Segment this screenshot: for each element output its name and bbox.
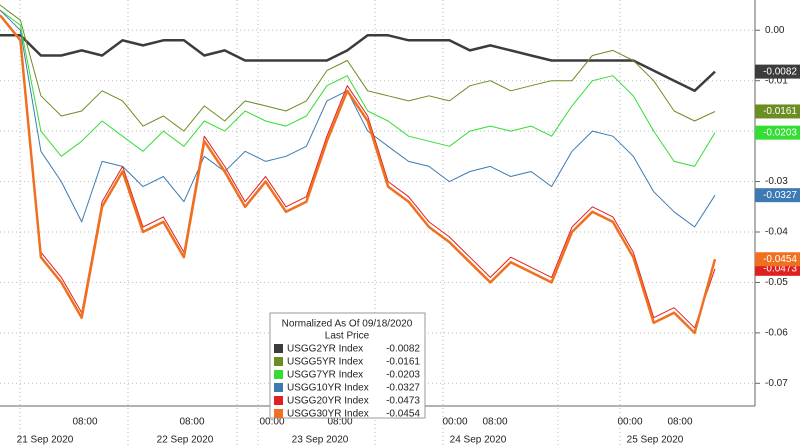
y-tick-label: -0.01 — [765, 75, 788, 86]
x-time-label: 00:00 — [442, 417, 467, 428]
x-date-label: 24 Sep 2020 — [450, 435, 507, 446]
last-price-tag — [755, 104, 800, 119]
legend-swatch — [274, 344, 283, 353]
x-time-label: 00:00 — [617, 417, 642, 428]
x-time-label: 00:00 — [259, 417, 284, 428]
y-tick-label: -0.05 — [765, 277, 788, 288]
last-price-tag — [755, 125, 800, 140]
last-price-tag-label: -0.0454 — [763, 254, 797, 265]
y-tick-label: -0.03 — [765, 176, 788, 187]
series-line — [0, 14, 717, 335]
last-price-tag-label: -0.0203 — [763, 127, 797, 138]
last-price-tag-label: -0.0161 — [763, 106, 797, 117]
last-price-tag — [755, 188, 800, 203]
series-line — [0, 9, 716, 167]
legend-label: USGG30YR Index — [287, 409, 369, 420]
series-line — [0, 34, 716, 93]
legend-title: Normalized As Of 09/18/2020 — [282, 319, 413, 330]
legend-label: USGG10YR Index — [287, 383, 369, 394]
legend-subtitle: Last Price — [325, 331, 370, 342]
x-date-label: 22 Sep 2020 — [157, 435, 214, 446]
last-price-tag-label: -0.0082 — [763, 66, 797, 77]
series-line — [0, 9, 716, 228]
series-line — [0, 14, 716, 329]
legend-value: -0.0161 — [386, 357, 420, 368]
legend-label: USGG7YR Index — [287, 370, 363, 381]
legend-value: -0.0082 — [386, 344, 420, 355]
legend-swatch — [274, 370, 283, 379]
x-time-label: 08:00 — [327, 417, 352, 428]
x-date-label: 25 Sep 2020 — [627, 435, 684, 446]
x-time-label: 08:00 — [667, 417, 692, 428]
y-tick-label: -0.04 — [765, 227, 788, 238]
legend-swatch — [274, 396, 283, 405]
x-time-label: 08:00 — [72, 417, 97, 428]
last-price-tag — [755, 64, 800, 79]
last-price-tag-label: -0.0327 — [763, 190, 797, 201]
x-date-label: 21 Sep 2020 — [17, 435, 74, 446]
y-tick-label: -0.07 — [765, 378, 788, 389]
legend-box — [269, 312, 426, 419]
legend-value: -0.0327 — [386, 383, 420, 394]
legend-label: USGG5YR Index — [287, 357, 363, 368]
legend-label: USGG2YR Index — [287, 344, 363, 355]
series-line — [0, 4, 716, 132]
x-time-label: 08:00 — [179, 417, 204, 428]
y-tick-label: 0.00 — [765, 25, 785, 36]
x-time-label: 08:00 — [482, 417, 507, 428]
last-price-tag-label: -0.0473 — [763, 263, 797, 274]
legend-value: -0.0203 — [386, 370, 420, 381]
legend-swatch — [274, 383, 283, 392]
last-price-tag — [755, 252, 800, 267]
legend-swatch — [274, 409, 283, 418]
legend-label: USGG20YR Index — [287, 396, 369, 407]
legend-value: -0.0454 — [386, 409, 420, 420]
legend-value: -0.0473 — [386, 396, 420, 407]
x-date-label: 23 Sep 2020 — [292, 435, 349, 446]
legend-swatch — [274, 357, 283, 366]
y-tick-label: -0.06 — [765, 328, 788, 339]
